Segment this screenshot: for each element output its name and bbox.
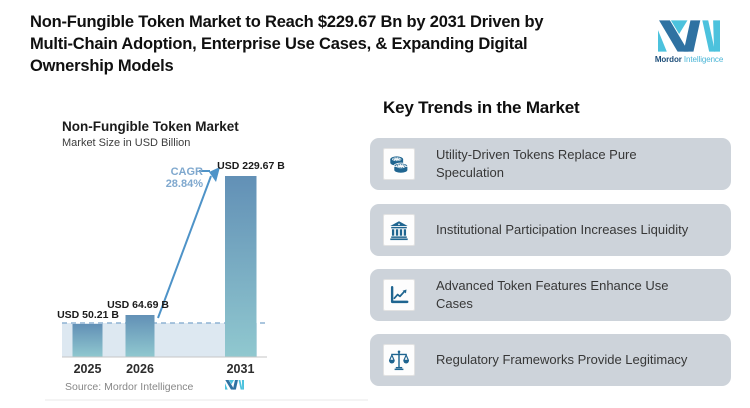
x-tick-2026: 2026 (126, 362, 154, 376)
x-tick-2031: 2031 (227, 362, 255, 376)
trend-label: Regulatory Frameworks Provide Legitimacy (436, 352, 688, 367)
bar-2031 (225, 176, 257, 357)
chart-title: Non-Fungible Token Market (62, 119, 239, 134)
scales-icon (388, 350, 410, 371)
page-title-line-3: Ownership Models (30, 57, 174, 75)
source-logo-icon (225, 380, 244, 390)
value-label-2025: USD 50.21 B (57, 309, 119, 321)
chart-subtitle: Market Size in USD Billion (62, 137, 190, 149)
trend-label: Utility-Driven Tokens Replace Pure Specu… (436, 147, 637, 180)
brand-name: Mordor Intelligence (650, 55, 728, 64)
trend-card-utility-tokens: Utility-Driven Tokens Replace Pure Specu… (370, 138, 731, 190)
bar-2026 (125, 315, 155, 357)
brand-name-light: Intelligence (683, 55, 724, 64)
page-title: Non-Fungible Token Market to Reach $229.… (30, 11, 638, 77)
trend-card-regulatory: Regulatory Frameworks Provide Legitimacy (370, 334, 731, 386)
value-label-2031: USD 229.67 B (217, 160, 285, 172)
bar-2025 (72, 324, 103, 357)
brand-name-bold: Mordor (654, 55, 682, 64)
trend-label: Advanced Token Features Enhance Use Case… (436, 278, 669, 311)
page-title-line-2: Multi-Chain Adoption, Enterprise Use Cas… (30, 35, 528, 53)
cagr-value: 28.84% (166, 178, 204, 190)
page-title-line-1: Non-Fungible Token Market to Reach $229.… (30, 13, 544, 31)
key-trends-heading: Key Trends in the Market (383, 98, 580, 117)
nft-market-bar-chart: Non-Fungible Token Market Market Size in… (45, 119, 368, 401)
trend-card-advanced-features: Advanced Token Features Enhance Use Case… (370, 269, 731, 321)
cagr-arrow-icon (157, 167, 220, 319)
coins-icon (390, 156, 409, 174)
source-label: Source: Mordor Intelligence (65, 381, 194, 393)
icon-tile (383, 214, 415, 246)
trend-label: Institutional Participation Increases Li… (436, 222, 689, 237)
line-chart-icon (390, 286, 409, 304)
mordor-intelligence-logo-icon (658, 20, 720, 52)
bank-icon (390, 221, 408, 241)
icon-tile (383, 148, 415, 180)
value-label-2026: USD 64.69 B (107, 299, 169, 311)
x-tick-2025: 2025 (74, 362, 102, 376)
icon-tile (383, 344, 415, 376)
brand-logo: Mordor Intelligence (650, 20, 728, 64)
trend-card-institutional: Institutional Participation Increases Li… (370, 204, 731, 256)
icon-tile (383, 279, 415, 311)
cagr-label: CAGR (171, 166, 203, 178)
